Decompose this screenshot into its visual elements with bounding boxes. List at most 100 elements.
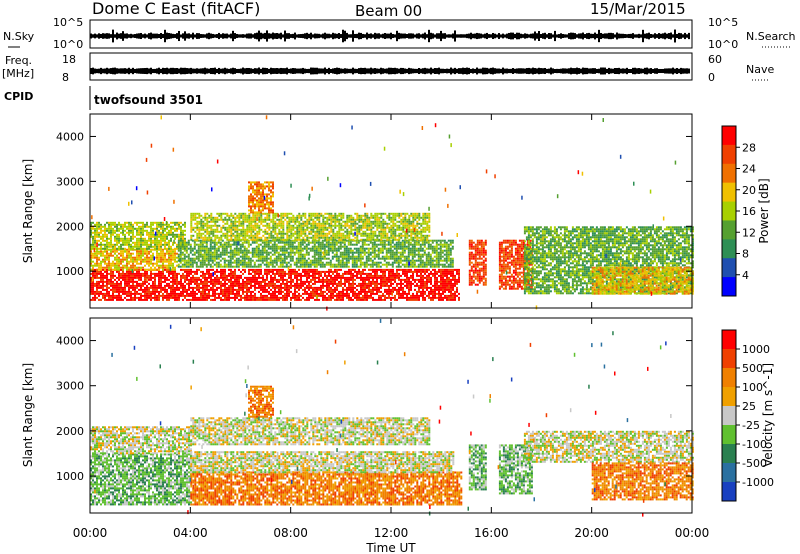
range-cell xyxy=(341,263,344,266)
range-cell xyxy=(208,268,210,271)
range-cell xyxy=(353,239,356,242)
range-cell xyxy=(303,245,306,248)
range-cell xyxy=(94,294,96,297)
range-cell xyxy=(308,296,310,299)
range-cell xyxy=(360,288,362,291)
range-cell xyxy=(146,239,148,242)
range-cell xyxy=(220,296,222,299)
range-cell xyxy=(205,253,208,256)
range-cell xyxy=(116,239,118,242)
range-cell xyxy=(144,256,146,259)
range-cell xyxy=(152,288,154,291)
range-cell xyxy=(240,284,242,287)
range-cell xyxy=(446,294,448,297)
range-cell xyxy=(206,296,208,299)
range-cell xyxy=(98,264,100,267)
range-cell xyxy=(231,243,234,246)
range-cell xyxy=(142,258,144,261)
range-cell xyxy=(362,270,364,273)
range-cell xyxy=(179,261,182,264)
range-cell xyxy=(132,252,134,255)
range-cell xyxy=(148,258,150,261)
range-cell xyxy=(307,251,310,254)
range-cell xyxy=(323,255,326,258)
range-cell xyxy=(208,284,210,287)
freq-sample xyxy=(248,67,250,75)
range-cell xyxy=(434,280,436,283)
range-cell xyxy=(144,252,146,255)
range-cell xyxy=(188,274,190,277)
range-cell xyxy=(378,274,380,277)
range-cell xyxy=(168,298,170,301)
freq-sample xyxy=(274,68,276,74)
freq-sample xyxy=(446,68,448,74)
range-cell xyxy=(261,259,264,262)
range-cell xyxy=(276,298,278,301)
range-cell xyxy=(418,298,420,301)
range-cell xyxy=(124,229,126,232)
range-cell xyxy=(146,254,148,257)
range-cell xyxy=(239,247,242,250)
freq-sample xyxy=(138,68,140,74)
range-cell xyxy=(116,288,118,291)
range-cell xyxy=(150,233,152,236)
range-cell xyxy=(126,298,128,301)
range-cell xyxy=(225,259,228,262)
range-cell xyxy=(193,257,196,260)
freq-sample xyxy=(268,68,270,74)
freq-sample xyxy=(174,68,176,74)
range-cell xyxy=(166,264,168,267)
range-cell xyxy=(106,282,108,285)
range-cell xyxy=(331,255,334,258)
freq-sample xyxy=(98,68,100,74)
range-cell xyxy=(220,288,222,291)
range-cell xyxy=(288,294,290,297)
nsky-sample xyxy=(498,33,500,39)
range-cell xyxy=(94,274,96,277)
range-cell xyxy=(331,251,334,254)
range-cell xyxy=(90,298,92,301)
range-cell xyxy=(275,259,278,262)
range-cell xyxy=(224,268,226,271)
range-cell xyxy=(122,225,124,228)
range-cell xyxy=(160,278,162,281)
range-cell xyxy=(194,272,196,275)
range-cell xyxy=(309,241,312,244)
range-cell xyxy=(100,270,102,273)
range-cell xyxy=(144,288,146,291)
range-cell xyxy=(166,227,168,230)
range-cell xyxy=(210,286,212,289)
range-cell xyxy=(106,241,108,244)
range-cell xyxy=(186,288,188,291)
range-cell xyxy=(372,286,374,289)
range-cell xyxy=(96,260,98,263)
range-cell xyxy=(214,278,216,281)
range-cell xyxy=(458,278,460,281)
range-cell xyxy=(271,245,274,248)
nsky-sample xyxy=(476,32,478,40)
range-cell xyxy=(342,272,344,275)
range-cell xyxy=(104,225,106,228)
range-cell xyxy=(313,259,316,262)
range-cell xyxy=(450,278,452,281)
range-cell xyxy=(114,235,116,238)
nsky-sample xyxy=(648,32,650,40)
range-cell xyxy=(242,286,244,289)
range-cell xyxy=(365,259,368,262)
range-cell xyxy=(388,292,390,295)
range-cell xyxy=(110,262,112,265)
range-cell xyxy=(234,272,236,275)
range-cell xyxy=(367,255,370,258)
range-cell xyxy=(198,284,200,287)
range-cell xyxy=(395,257,398,260)
range-cell xyxy=(212,294,214,297)
range-cell xyxy=(210,268,212,271)
range-cell xyxy=(229,245,232,248)
range-cell xyxy=(248,272,250,275)
freq-sample xyxy=(484,67,486,75)
range-cell xyxy=(332,272,334,275)
range-cell xyxy=(258,286,260,289)
range-cell xyxy=(290,274,292,277)
range-cell xyxy=(381,257,384,260)
range-cell xyxy=(406,296,408,299)
